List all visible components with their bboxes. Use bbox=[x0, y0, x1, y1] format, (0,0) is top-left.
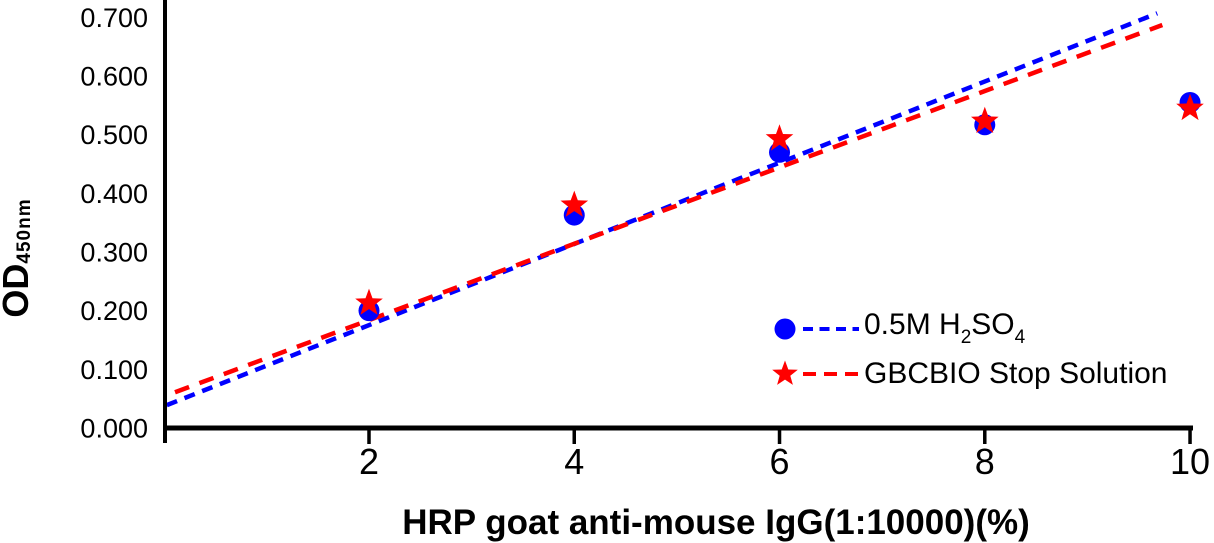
y-axis-title: OD 450nm bbox=[0, 158, 38, 358]
circle-marker-icon bbox=[774, 318, 796, 339]
y-tick-label: 0.100 bbox=[80, 355, 148, 385]
legend: 0.5M H2SO4 GBCBIO Stop Solution bbox=[768, 306, 1168, 396]
x-tick-label: 4 bbox=[564, 441, 584, 482]
y-tick-label: 0.500 bbox=[80, 120, 148, 150]
y-tick-label: 0.000 bbox=[80, 414, 148, 444]
y-axis-title-subscript: 450nm bbox=[14, 198, 35, 264]
x-tick-label: 6 bbox=[770, 441, 790, 482]
y-tick-label: 0.700 bbox=[80, 3, 148, 33]
legend-label: GBCBIO Stop Solution bbox=[864, 356, 1168, 390]
y-tick-label: 0.600 bbox=[80, 62, 148, 92]
y-tick-label: 0.200 bbox=[80, 296, 148, 326]
legend-dashed-line-sample bbox=[803, 371, 859, 376]
legend-item-gbcbio-stop-solution: GBCBIO Stop Solution bbox=[768, 351, 1168, 396]
data-point-0-5m-h2so4-x6 bbox=[769, 141, 791, 163]
legend-label: 0.5M H2SO4 bbox=[864, 308, 1026, 348]
y-axis-title-text: OD bbox=[0, 263, 36, 318]
data-point-gbcbio-stop-solution-x8 bbox=[971, 106, 999, 133]
x-tick-label: 2 bbox=[359, 441, 379, 482]
legend-dashed-line-sample bbox=[803, 326, 859, 331]
data-point-gbcbio-stop-solution-x2 bbox=[355, 288, 383, 315]
x-axis-title: HRP goat anti-mouse IgG(1:10000)(%) bbox=[402, 503, 1030, 542]
x-tick-label: 8 bbox=[975, 441, 995, 482]
y-tick-label: 0.400 bbox=[80, 179, 148, 209]
y-tick-label: 0.300 bbox=[80, 238, 148, 268]
legend-item-0-5m-h2so4: 0.5M H2SO4 bbox=[768, 306, 1168, 351]
data-point-gbcbio-stop-solution-x4 bbox=[560, 190, 589, 217]
star-marker-icon bbox=[772, 360, 798, 385]
x-tick-label: 10 bbox=[1170, 441, 1210, 482]
data-point-gbcbio-stop-solution-x10 bbox=[1176, 93, 1204, 121]
data-point-gbcbio-stop-solution-x6 bbox=[765, 124, 794, 151]
trendline-gbcbio-stop-solution bbox=[174, 22, 1164, 395]
